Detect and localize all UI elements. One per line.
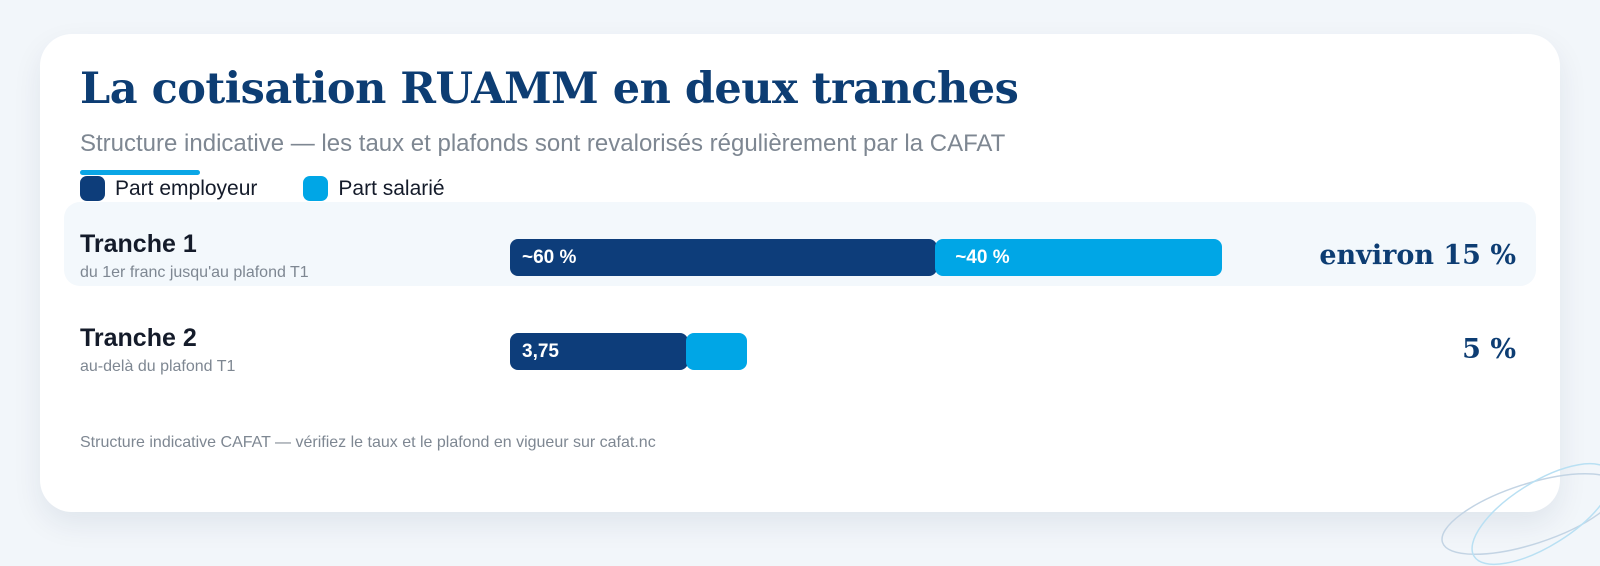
legend-item-employee: Part salarié (303, 176, 445, 201)
bar-segment-employee: ~40 % (935, 239, 1222, 276)
chart-title: La cotisation RUAMM en deux tranches (80, 64, 1019, 114)
legend-label-employer: Part employeur (115, 176, 258, 200)
bar-segment-employer: ~60 % (510, 239, 938, 276)
bar-track: ~60 % ~40 % (510, 239, 1222, 276)
source-note: Structure indicative CAFAT — vérifiez le… (80, 434, 656, 451)
row-total: 5 % (1462, 334, 1516, 365)
bar-segment-employer: 3,75 (510, 333, 688, 370)
legend-swatch-employer (80, 176, 105, 201)
chart-row-tranche-2: Tranche 2 au-delà du plafond T1 3,75 5 % (64, 296, 1536, 380)
row-description: au-delà du plafond T1 (80, 358, 236, 375)
chart-subtitle: Structure indicative — les taux et plafo… (80, 130, 1006, 157)
bar-segment-employee (686, 333, 748, 370)
title-accent-bar (80, 170, 200, 175)
bar-track: 3,75 (510, 333, 748, 370)
row-total: environ 15 % (1319, 240, 1516, 271)
row-name: Tranche 1 (80, 230, 197, 258)
chart-row-tranche-1: Tranche 1 du 1er franc jusqu'au plafond … (64, 202, 1536, 286)
chart-card: La cotisation RUAMM en deux tranches Str… (40, 34, 1560, 512)
decorative-ellipses (1441, 462, 1600, 566)
row-name: Tranche 2 (80, 324, 197, 352)
legend: Part employeur Part salarié (80, 176, 491, 201)
legend-item-employer: Part employeur (80, 176, 257, 201)
row-description: du 1er franc jusqu'au plafond T1 (80, 264, 309, 281)
legend-swatch-employee (303, 176, 329, 201)
legend-label-employee: Part salarié (338, 176, 445, 200)
